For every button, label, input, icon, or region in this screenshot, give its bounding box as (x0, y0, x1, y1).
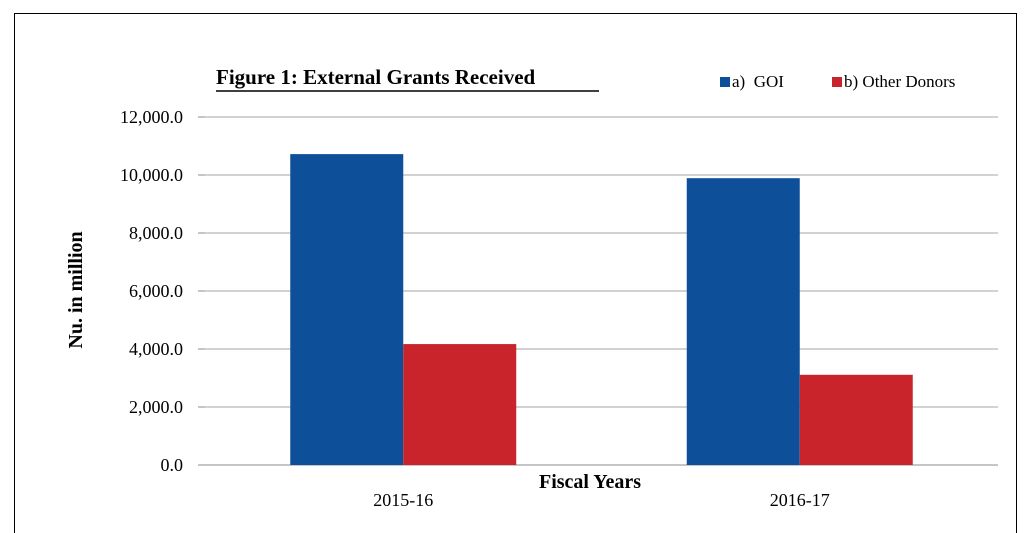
y-tick-label: 0.0 (161, 455, 184, 475)
legend-label: a) GOI (732, 72, 784, 91)
legend: a) GOI b) Other Donors (720, 72, 955, 91)
y-tick-label: 6,000.0 (129, 281, 183, 301)
y-tick-label: 8,000.0 (129, 223, 183, 243)
bar (290, 154, 404, 465)
bar (403, 344, 517, 465)
bar (799, 374, 913, 465)
y-axis-label: Nu. in million (65, 231, 87, 348)
chart-frame (14, 13, 1017, 533)
x-tick-label: 2015-16 (373, 490, 433, 510)
y-tick-label: 12,000.0 (120, 107, 183, 127)
legend-swatch (720, 77, 730, 87)
x-tick-labels: 2015-16 2016-17 (373, 490, 830, 510)
x-axis-label: Fiscal Years (539, 471, 641, 493)
chart-title: Figure 1: External Grants Received (216, 65, 536, 89)
y-tick-labels: 0.0 2,000.0 4,000.0 6,000.0 8,000.0 10,000.0 1… (120, 107, 183, 475)
x-tick-label: 2016-17 (770, 490, 830, 510)
bars (290, 154, 913, 465)
y-tick-label: 2,000.0 (129, 397, 183, 417)
y-tick-label: 10,000.0 (120, 165, 183, 185)
legend-swatch (832, 77, 842, 87)
bar (686, 178, 800, 465)
legend-label: b) Other Donors (844, 72, 955, 91)
y-tick-label: 4,000.0 (129, 339, 183, 359)
